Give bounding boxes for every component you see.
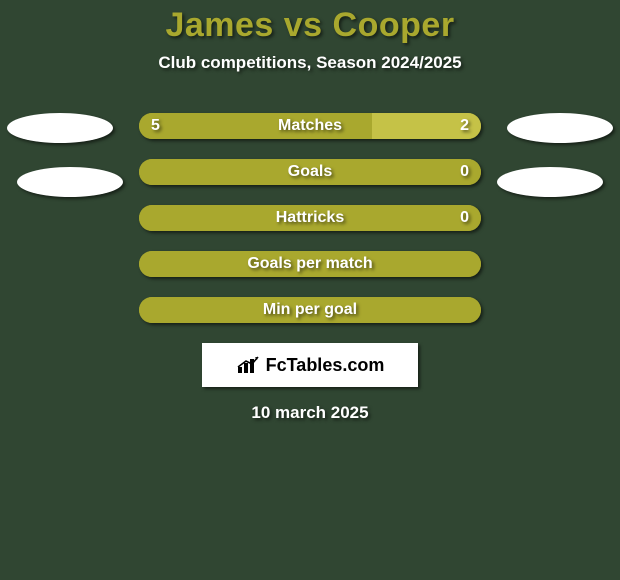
stat-label: Matches <box>139 113 481 139</box>
subtitle: Club competitions, Season 2024/2025 <box>0 53 620 73</box>
logo-text: FcTables.com <box>266 355 385 376</box>
stat-row: Goals per match <box>139 251 481 277</box>
stat-rows: 52Matches 0Goals 0Hattricks Goals per match… <box>0 113 620 323</box>
player1-avatar-head <box>7 113 113 143</box>
player2-avatar-head <box>507 113 613 143</box>
infographic-container: James vs Cooper Club competitions, Seaso… <box>0 0 620 580</box>
stat-row: Min per goal <box>139 297 481 323</box>
stat-label: Goals <box>139 159 481 185</box>
page-title: James vs Cooper <box>0 0 620 45</box>
logo-box[interactable]: FcTables.com <box>202 343 418 387</box>
stat-row: 52Matches <box>139 113 481 139</box>
logo-chart-icon <box>236 355 262 375</box>
player1-avatar-body <box>17 167 123 197</box>
stat-label: Goals per match <box>139 251 481 277</box>
player1-name: James <box>165 6 273 44</box>
stat-label: Hattricks <box>139 205 481 231</box>
player2-name: Cooper <box>333 6 455 44</box>
chart-area: 52Matches 0Goals 0Hattricks Goals per match… <box>0 113 620 323</box>
stat-row: 0Goals <box>139 159 481 185</box>
vs-text: vs <box>284 6 323 44</box>
stat-row: 0Hattricks <box>139 205 481 231</box>
player2-avatar-body <box>497 167 603 197</box>
stat-label: Min per goal <box>139 297 481 323</box>
date-text: 10 march 2025 <box>0 403 620 423</box>
